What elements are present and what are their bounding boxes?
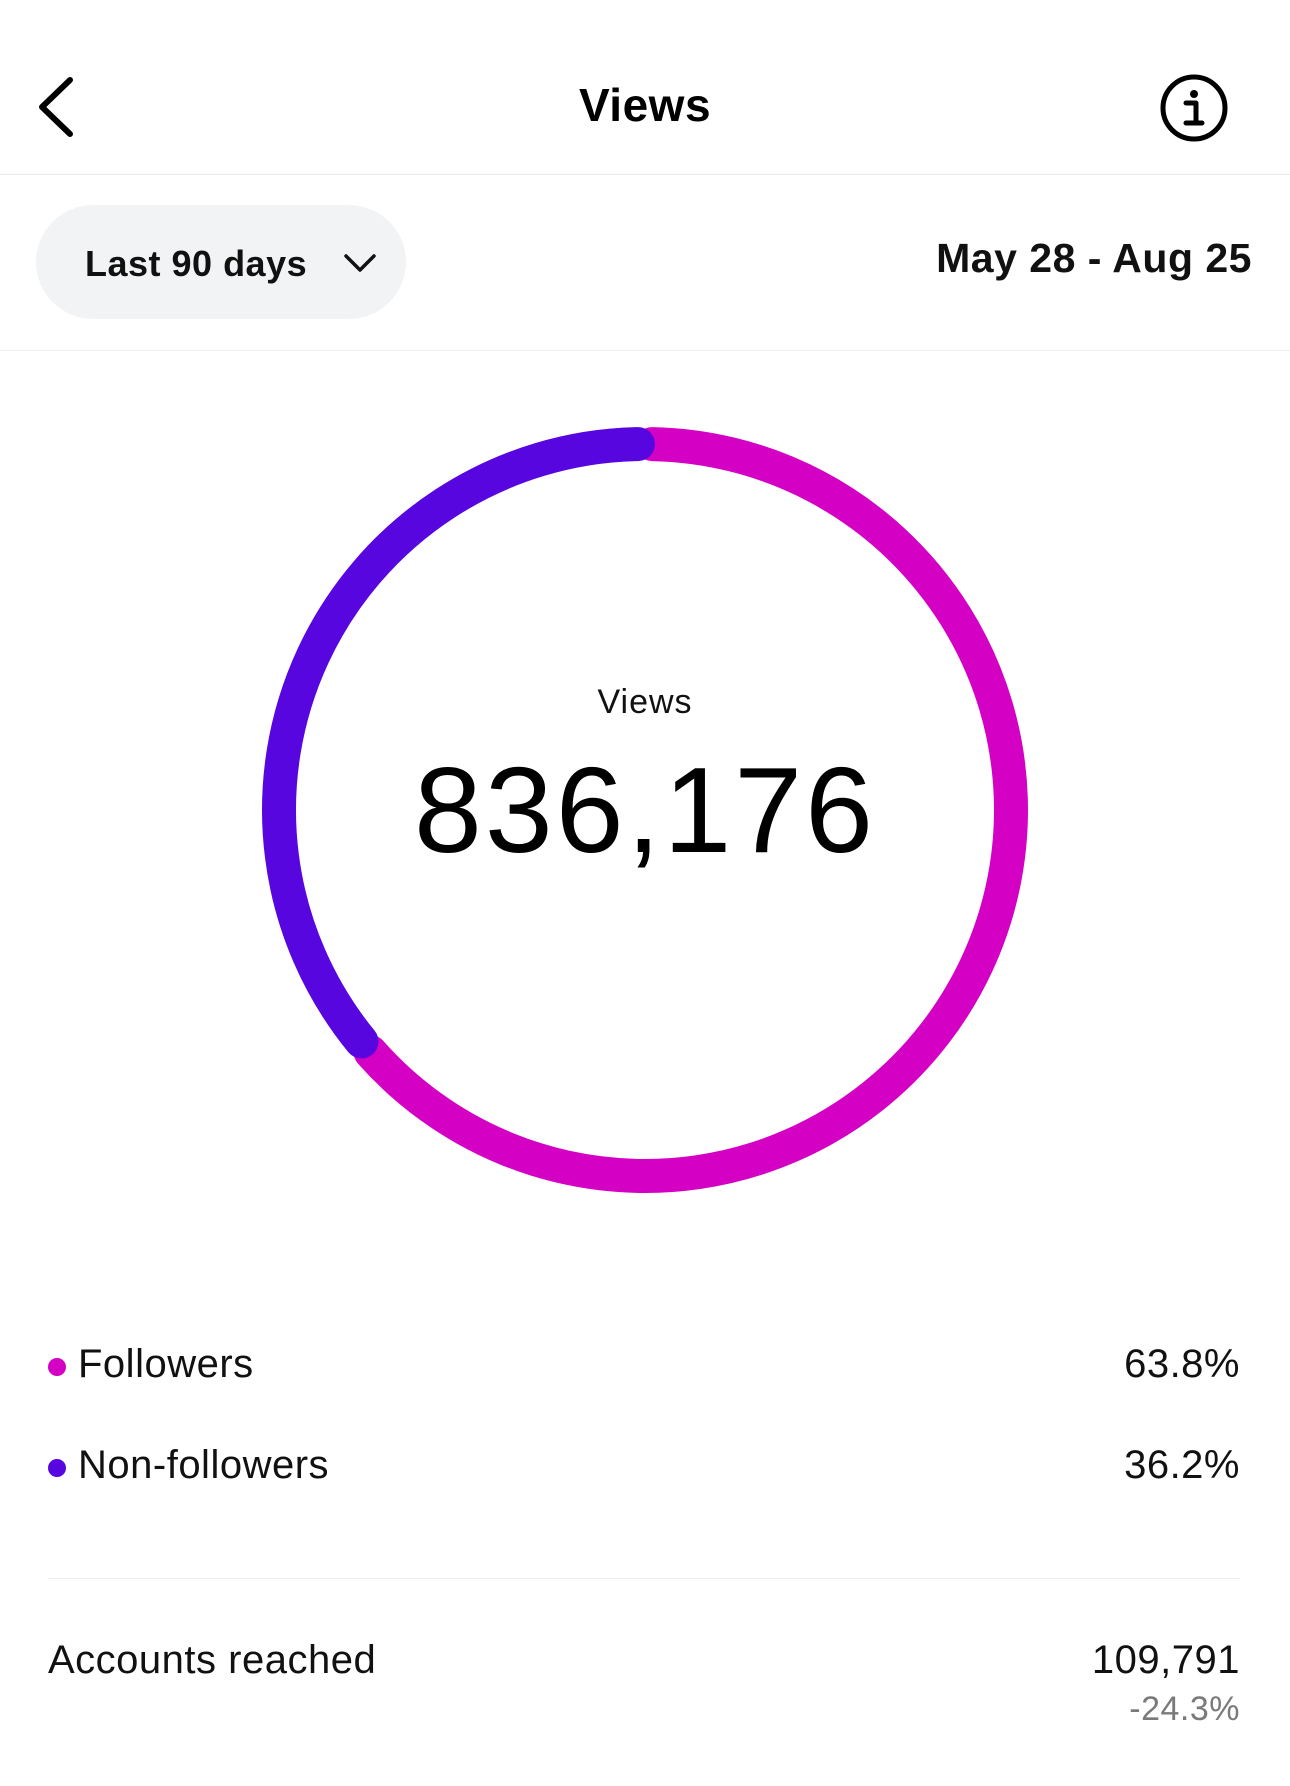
header: Views — [0, 0, 1290, 175]
legend-value: 36.2% — [1124, 1443, 1240, 1487]
info-button[interactable] — [1158, 72, 1230, 144]
donut-segment-followers — [353, 427, 1028, 1193]
legend-value: 63.8% — [1124, 1342, 1240, 1386]
accounts-reached-value: 109,791 — [1091, 1638, 1240, 1682]
views-total-value: 836,176 — [414, 742, 876, 878]
info-circle-icon — [1160, 74, 1228, 142]
back-button[interactable] — [28, 70, 88, 142]
accounts-reached-row[interactable]: Accounts reached 109,791 -24.3% — [48, 1630, 1240, 1770]
legend-item-non-followers: Non-followers 36.2% — [48, 1437, 1240, 1497]
views-donut-chart — [260, 425, 1030, 1195]
non-followers-color-dot — [48, 1459, 66, 1477]
filter-row: Last 90 days May 28 - Aug 25 — [0, 175, 1290, 351]
legend-item-followers: Followers 63.8% — [48, 1336, 1240, 1396]
donut-svg — [262, 427, 1028, 1193]
chevron-left-icon — [39, 77, 73, 137]
chevron-down-icon — [344, 254, 376, 272]
date-range-dropdown[interactable]: Last 90 days — [36, 205, 406, 319]
legend-label: Non-followers — [78, 1443, 330, 1487]
legend-label: Followers — [78, 1342, 254, 1386]
accounts-reached-change: -24.3% — [1129, 1690, 1240, 1728]
followers-color-dot — [48, 1358, 66, 1376]
page-title: Views — [578, 79, 712, 131]
divider — [48, 1578, 1240, 1579]
date-range-dropdown-label: Last 90 days — [85, 243, 308, 284]
donut-center-label: Views — [597, 683, 693, 721]
accounts-reached-label: Accounts reached — [48, 1638, 377, 1682]
date-range-text: May 28 - Aug 25 — [936, 235, 1252, 281]
donut-segment-non-followers — [262, 427, 655, 1059]
